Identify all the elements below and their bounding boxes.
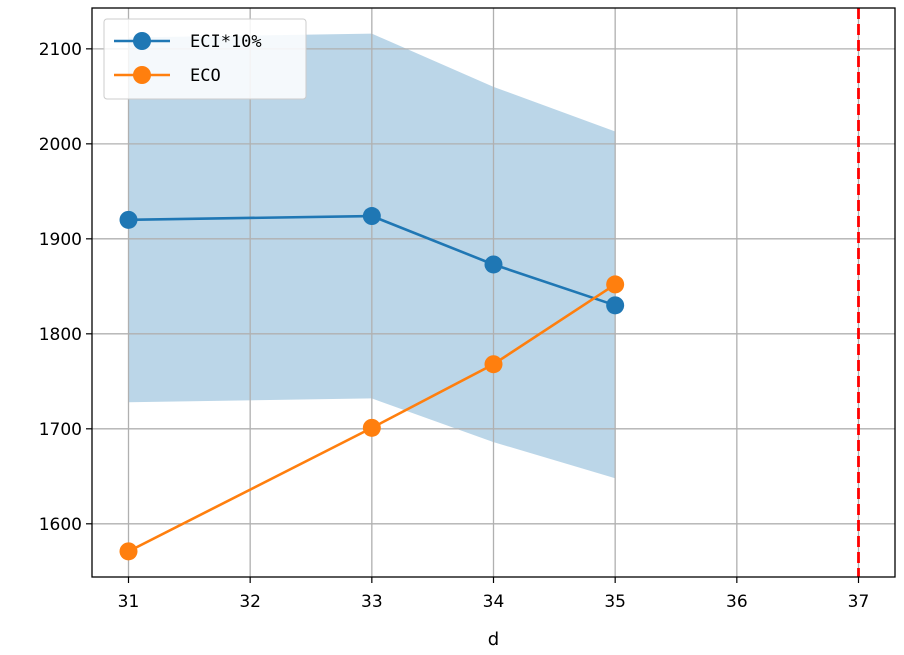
y-tick-label: 1600 [39, 515, 82, 535]
x-tick-label: 31 [118, 592, 140, 612]
data-point [484, 355, 503, 374]
x-tick-label: 33 [361, 592, 383, 612]
x-tick-label: 36 [726, 592, 748, 612]
tick-layer: 31 32 33 34 35 36 37 1600 1700 1800 1900 2000 2100 [39, 40, 870, 612]
x-axis-label: d [488, 629, 499, 650]
y-tick-label: 1900 [39, 230, 82, 250]
x-tick-label: 35 [604, 592, 626, 612]
data-point [484, 255, 503, 274]
x-tick-label: 37 [848, 592, 870, 612]
legend-label: ECO [190, 66, 221, 86]
y-tick-label: 2000 [39, 135, 82, 155]
legend-label: ECI*10% [190, 32, 262, 52]
legend-box [103, 18, 307, 100]
legend-marker [133, 66, 151, 84]
y-tick-label: 2100 [39, 40, 82, 60]
series-layer [119, 207, 625, 561]
data-point [362, 418, 381, 437]
data-point [606, 296, 625, 315]
y-tick-label: 1800 [39, 325, 82, 345]
series-line [127, 283, 616, 553]
y-tick-label: 1700 [39, 420, 82, 440]
grid-layer [92, 8, 895, 577]
x-tick-label: 32 [239, 592, 261, 612]
series-line [128, 214, 616, 307]
legend-items: ECI*10% ECO [114, 32, 262, 86]
legend-marker [133, 32, 151, 50]
data-point [362, 207, 381, 226]
data-point [606, 275, 625, 294]
legend: ECI*10% ECO [103, 18, 307, 100]
data-point [119, 210, 138, 229]
x-tick-label: 34 [483, 592, 505, 612]
data-point [119, 542, 138, 561]
